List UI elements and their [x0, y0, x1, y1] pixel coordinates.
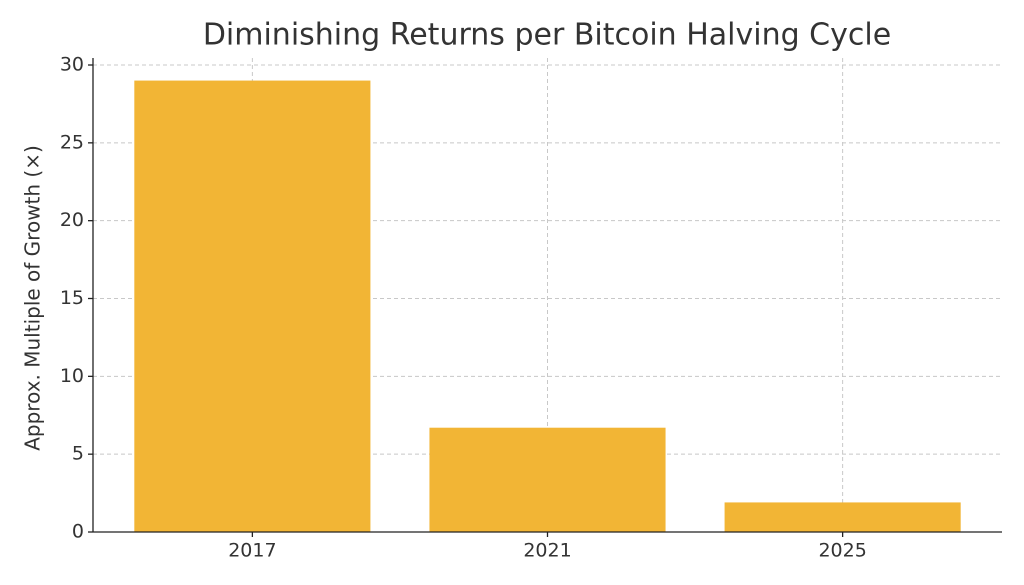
y-tick-label: 20 — [60, 209, 84, 231]
bar — [429, 427, 666, 532]
y-tick-label: 30 — [60, 54, 84, 76]
y-tick-label: 10 — [60, 365, 84, 387]
y-tick-label: 25 — [60, 131, 84, 153]
bar — [724, 502, 961, 532]
x-tick-label: 2021 — [523, 540, 571, 562]
x-tick-label: 2025 — [818, 540, 866, 562]
bar — [134, 80, 371, 533]
x-tick-label: 2017 — [228, 540, 276, 562]
chart-title: Diminishing Returns per Bitcoin Halving … — [203, 18, 891, 53]
y-tick-label: 0 — [72, 521, 84, 543]
y-axis-label: Approx. Multiple of Growth (×) — [21, 145, 45, 451]
y-tick-label: 5 — [72, 443, 84, 465]
y-tick-label: 15 — [60, 287, 84, 309]
